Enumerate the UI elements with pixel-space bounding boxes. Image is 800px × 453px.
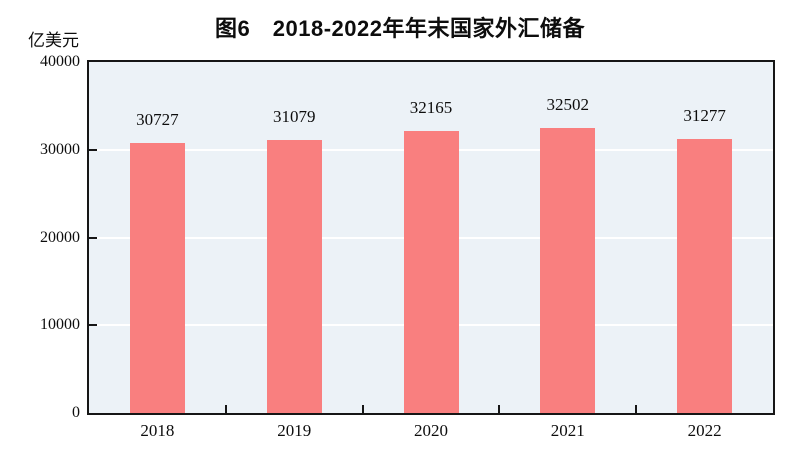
bar-value-label: 30727 <box>136 110 179 130</box>
bar <box>266 140 322 413</box>
x-axis-tick <box>224 405 227 413</box>
bar <box>129 143 185 413</box>
x-tick-label: 2021 <box>550 421 585 440</box>
bar <box>403 130 459 413</box>
x-tick-label: 2022 <box>687 421 722 440</box>
y-axis-tick <box>89 148 97 151</box>
bar-value-label: 31079 <box>272 107 316 127</box>
y-axis-tick <box>89 236 97 239</box>
x-axis-tick <box>498 405 501 413</box>
bar-value-label: 32165 <box>409 97 453 117</box>
bar-value-label: 31277 <box>683 105 726 125</box>
y-axis-tick <box>89 324 97 327</box>
bar <box>677 138 733 413</box>
y-tick-label: 0 <box>72 404 80 421</box>
y-tick-label: 20000 <box>40 228 80 246</box>
y-tick-label: 30000 <box>40 140 80 158</box>
y-tick-label: 10000 <box>40 316 80 334</box>
bar-value-label: 32502 <box>546 94 590 114</box>
x-tick-label: 2018 <box>140 421 175 440</box>
x-axis-tick <box>635 405 638 413</box>
y-tick-label: 40000 <box>40 53 80 70</box>
plot-area: 30727 31079 32165 32502 31277 <box>87 60 775 415</box>
chart-title: 图6 2018-2022年年末国家外汇储备 <box>215 16 585 41</box>
x-axis-tick <box>361 405 364 413</box>
y-axis-unit-label: 亿美元 <box>28 31 79 50</box>
x-tick-label: 2020 <box>414 421 448 440</box>
x-tick-label: 2019 <box>277 421 312 440</box>
bar <box>540 127 596 413</box>
